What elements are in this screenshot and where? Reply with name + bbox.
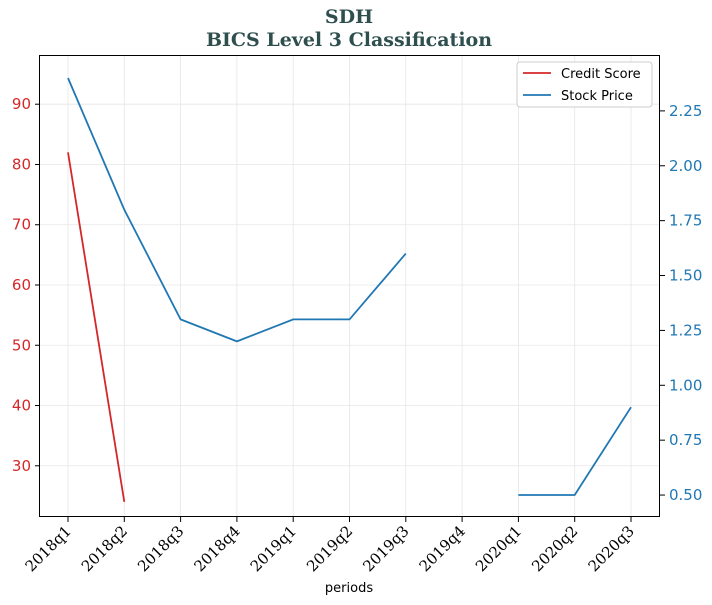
stock-price-line <box>67 77 407 343</box>
series-lines <box>67 77 632 503</box>
x-axis-label: periods <box>325 581 373 596</box>
y-right-tick-label: 0.75 <box>669 431 702 449</box>
plot-frame <box>39 55 660 517</box>
x-tick-label: 2020q3 <box>585 522 638 575</box>
x-tick-label: 2019q4 <box>416 522 469 575</box>
x-tick-label: 2018q4 <box>190 522 243 575</box>
y-left-tick-label: 80 <box>12 155 31 173</box>
x-tick-label: 2020q1 <box>472 522 525 575</box>
stock-price-line <box>518 406 632 496</box>
y-right-tick-label: 1.25 <box>669 321 702 339</box>
y-left-tick-label: 50 <box>12 336 31 354</box>
x-tick-label: 2019q2 <box>303 522 356 575</box>
x-tick-label: 2018q1 <box>22 522 75 575</box>
y-right-tick-label: 1.50 <box>669 267 702 285</box>
y-left-tick-label: 40 <box>12 397 31 415</box>
x-tick-label: 2018q2 <box>78 522 131 575</box>
y-right-tick-label: 1.00 <box>669 376 702 394</box>
legend-label: Credit Score <box>561 67 641 82</box>
chart-title: SDH <box>325 6 373 28</box>
x-tick-label: 2020q2 <box>528 522 581 575</box>
legend-label: Stock Price <box>561 89 633 104</box>
x-tick-label: 2018q3 <box>134 522 187 575</box>
y-left-tick-label: 90 <box>12 95 31 113</box>
y-left-tick-label: 30 <box>12 457 31 475</box>
y-right-tick-label: 2.00 <box>669 157 702 175</box>
x-tick-label: 2019q1 <box>247 522 300 575</box>
grid-lines <box>40 56 660 517</box>
x-axis: 2018q1 2018q2 2018q3 2018q4 2019q1 2019q2 2019… <box>22 517 638 575</box>
y-left-tick-label: 70 <box>12 216 31 234</box>
x-tick-label: 2019q3 <box>359 522 412 575</box>
y-right-tick-label: 2.25 <box>669 102 702 120</box>
credit-score-line <box>67 152 126 503</box>
chart-subtitle: BICS Level 3 Classification <box>206 29 492 51</box>
y-right-tick-label: 0.50 <box>669 486 702 504</box>
y-right-tick-label: 1.75 <box>669 212 702 230</box>
y-axis-left: 30 40 50 60 70 80 90 <box>12 95 40 475</box>
y-left-tick-label: 60 <box>12 276 31 294</box>
y-axis-right: 0.50 0.75 1.00 1.25 1.50 1.75 2.00 2.25 <box>660 102 702 504</box>
legend: Credit Score Stock Price <box>516 61 653 108</box>
